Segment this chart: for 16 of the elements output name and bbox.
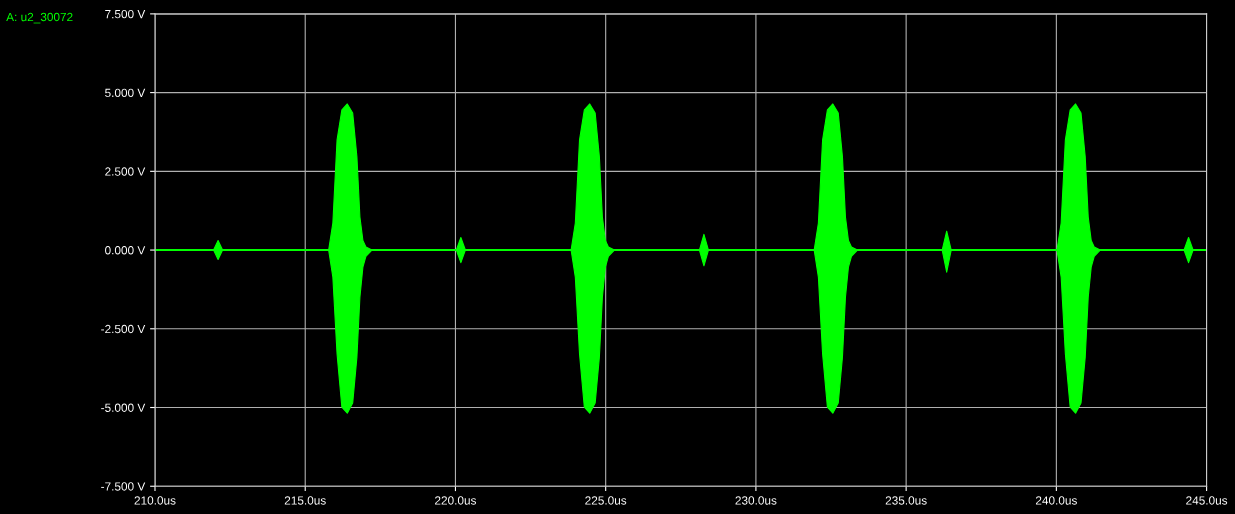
text: A: u2_30072 bbox=[6, 12, 73, 24]
x-tick-label: 230.0us bbox=[735, 496, 777, 505]
x-tick-label: 225.0us bbox=[585, 496, 627, 505]
x-tick-label: 235.0us bbox=[885, 496, 927, 505]
x-tick-label: 215.0us bbox=[284, 496, 326, 505]
x-tick-label: 220.0us bbox=[435, 496, 477, 505]
y-tick-label: 2.500 V bbox=[105, 167, 146, 176]
x-tick-label: 210.0us bbox=[134, 496, 176, 505]
x-tick-label: 245.0us bbox=[1186, 496, 1228, 505]
y-tick-label: 7.500 V bbox=[105, 9, 146, 19]
x-tick-label: 240.0us bbox=[1035, 496, 1077, 505]
y-tick-label: 0.000 V bbox=[105, 246, 146, 255]
y-tick-label: 5.000 V bbox=[105, 88, 146, 97]
y-tick-label: -2.500 V bbox=[101, 324, 146, 334]
y-tick-label: -7.500 V bbox=[101, 482, 146, 491]
y-tick-label: -5.000 V bbox=[101, 403, 146, 412]
